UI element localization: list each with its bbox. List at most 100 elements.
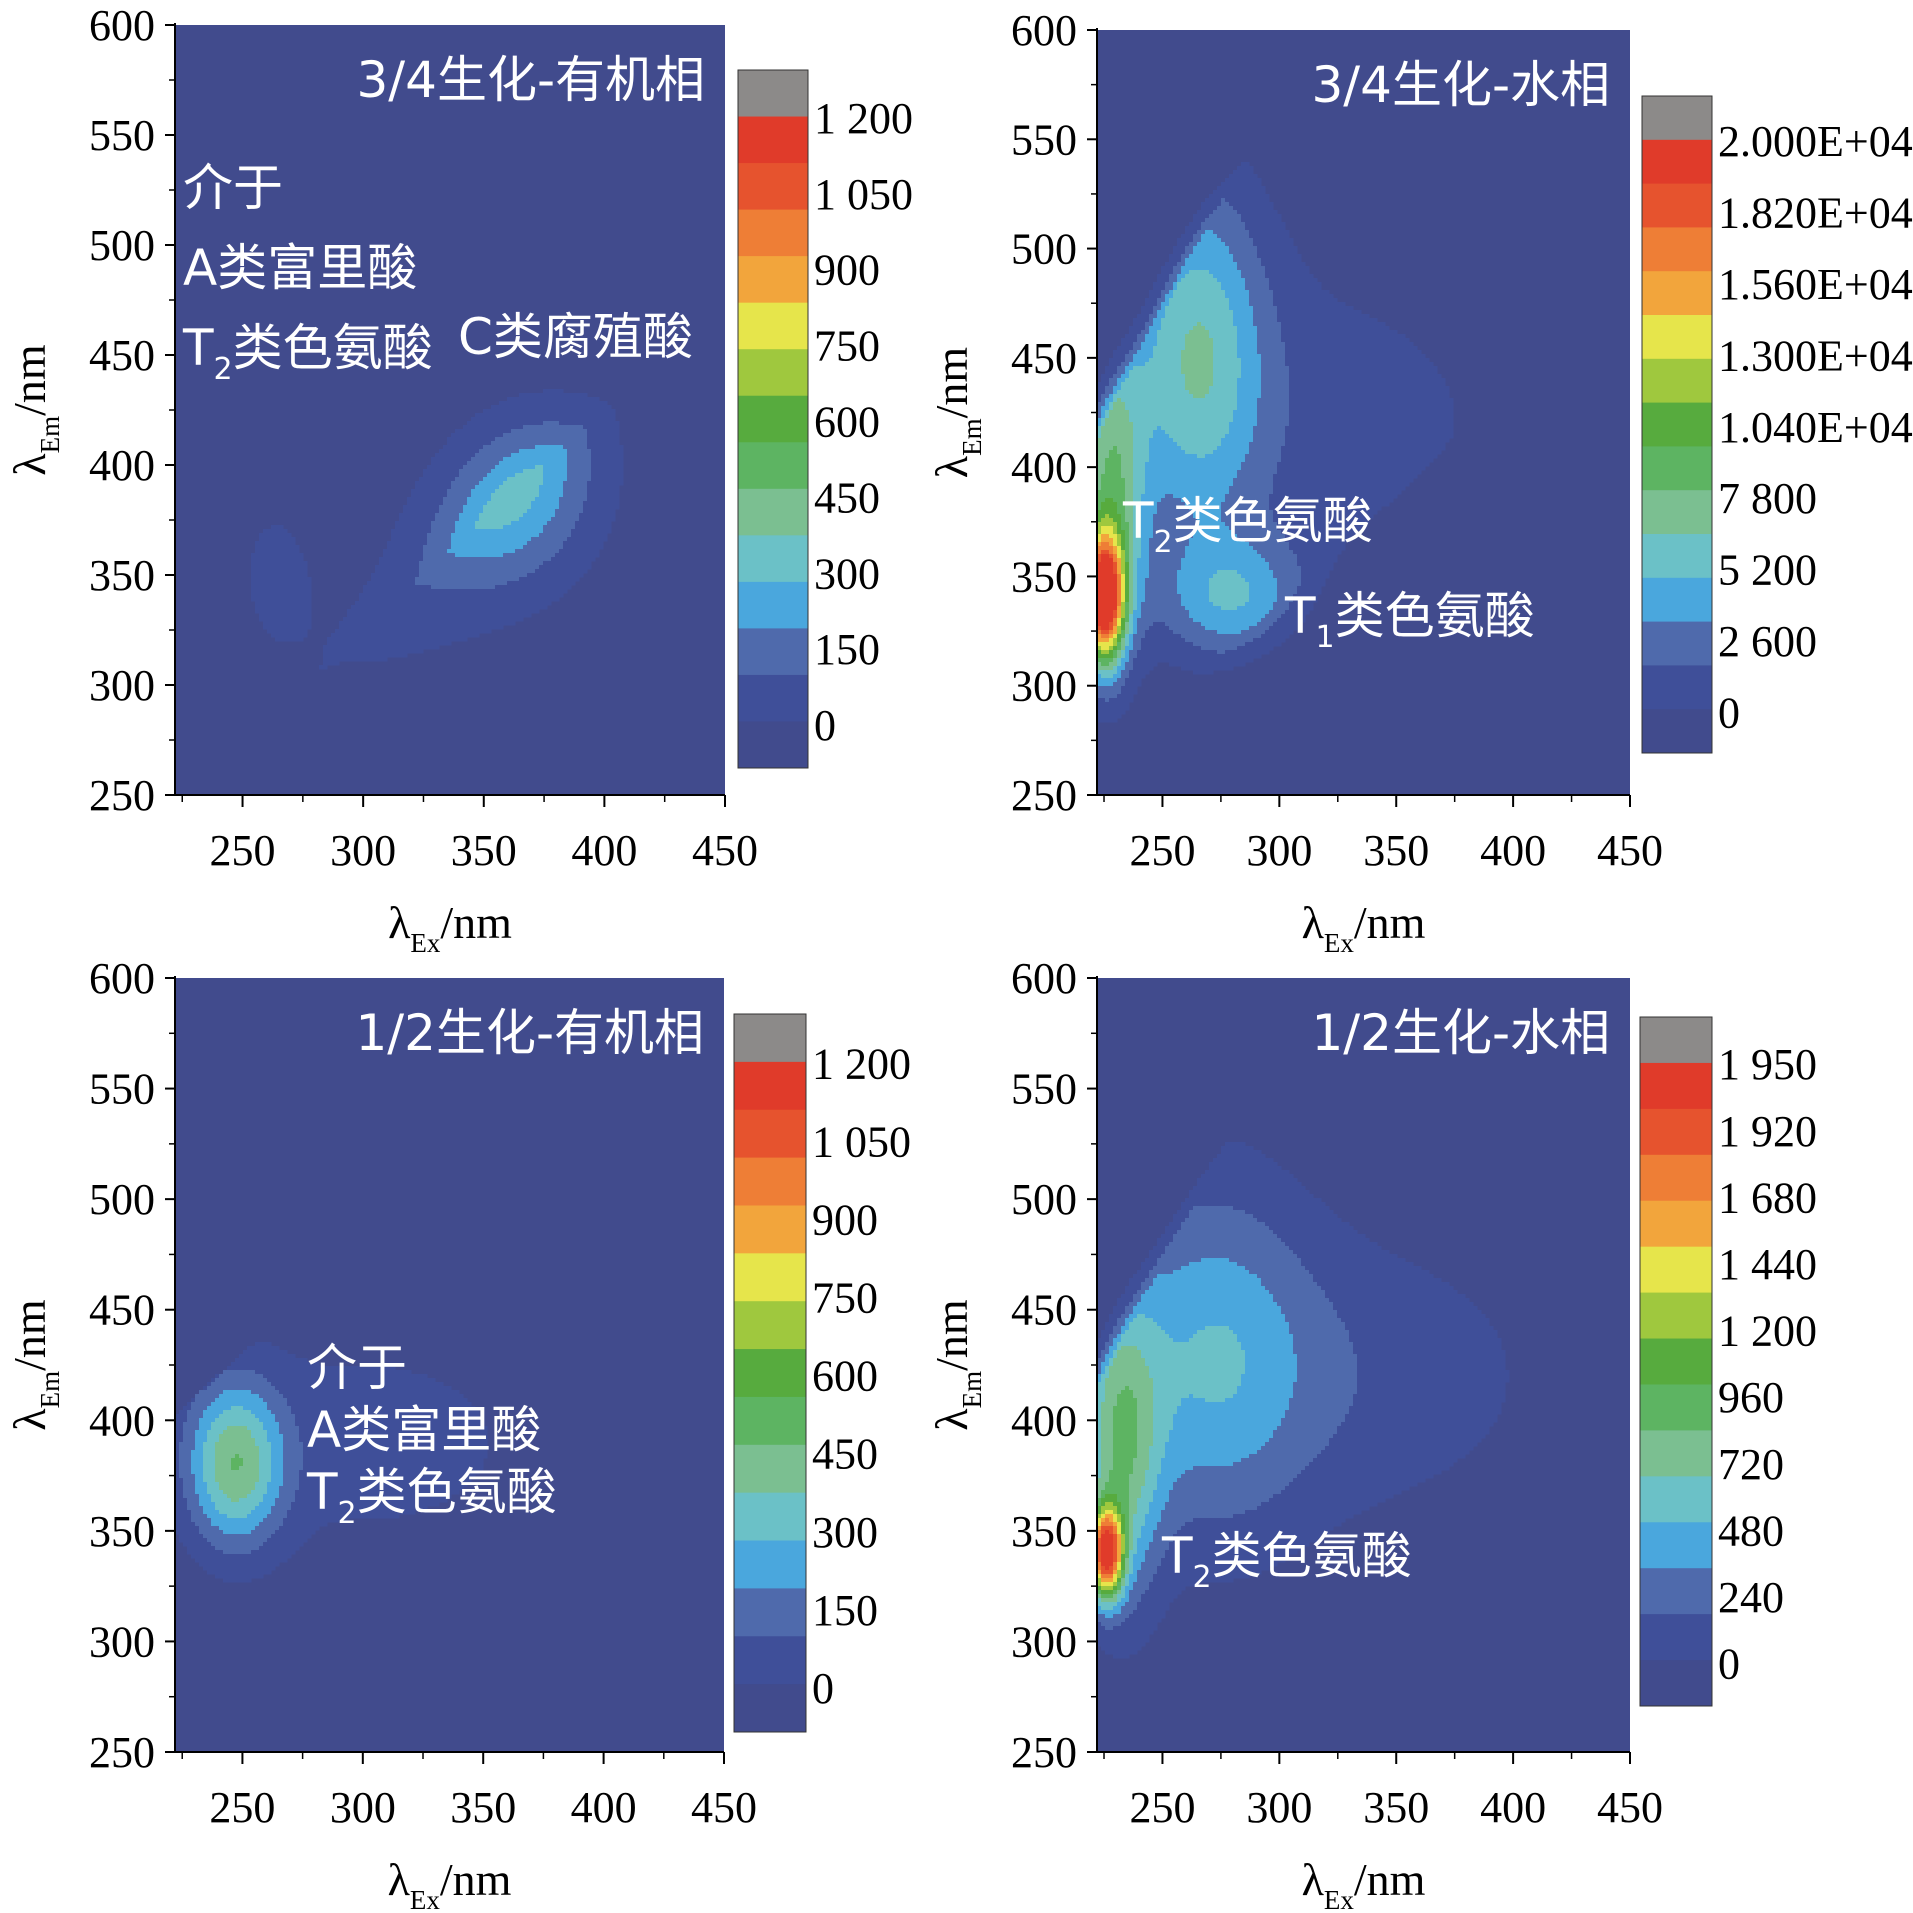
heatmap-cell bbox=[1129, 582, 1134, 587]
heatmap-cell bbox=[471, 561, 476, 566]
heatmap-cell bbox=[479, 593, 484, 598]
heatmap-cell bbox=[455, 525, 460, 530]
heatmap-cell bbox=[367, 633, 372, 638]
heatmap-cell bbox=[1161, 366, 1166, 371]
heatmap-cell bbox=[599, 537, 604, 542]
heatmap-cell bbox=[431, 545, 436, 550]
heatmap-cell bbox=[463, 537, 468, 542]
heatmap-cell bbox=[611, 425, 616, 430]
heatmap-cell bbox=[583, 501, 588, 506]
heatmap-cell bbox=[1101, 554, 1106, 559]
heatmap-cell bbox=[383, 597, 388, 602]
heatmap-cell bbox=[327, 645, 332, 650]
heatmap-cell bbox=[495, 581, 500, 586]
heatmap-cell bbox=[539, 537, 544, 542]
heatmap-cell bbox=[459, 561, 464, 566]
heatmap-cell bbox=[1137, 370, 1142, 375]
heatmap-cell bbox=[607, 409, 612, 414]
heatmap-cell bbox=[431, 569, 436, 574]
heatmap-cell bbox=[487, 509, 492, 514]
heatmap-cell bbox=[567, 505, 572, 510]
heatmap-cell bbox=[443, 569, 448, 574]
heatmap-cell bbox=[1157, 506, 1162, 511]
heatmap-cell bbox=[287, 617, 292, 622]
heatmap-cell bbox=[411, 517, 416, 522]
heatmap-cell bbox=[411, 533, 416, 538]
heatmap-cell bbox=[551, 501, 556, 506]
heatmap-cell bbox=[495, 549, 500, 554]
heatmap-cell bbox=[599, 501, 604, 506]
heatmap-cell bbox=[275, 601, 280, 606]
heatmap-cell bbox=[271, 569, 276, 574]
heatmap-cell bbox=[559, 585, 564, 590]
heatmap-cell bbox=[379, 649, 384, 654]
heatmap-cell bbox=[579, 489, 584, 494]
heatmap-cell bbox=[1153, 566, 1158, 571]
heatmap-cell bbox=[1105, 534, 1110, 539]
heatmap-cell bbox=[1109, 446, 1114, 451]
heatmap-cell bbox=[1137, 498, 1142, 503]
heatmap-cell bbox=[407, 645, 412, 650]
heatmap-cell bbox=[263, 561, 268, 566]
heatmap-cell bbox=[347, 617, 352, 622]
heatmap-cell bbox=[1113, 718, 1118, 723]
heatmap-cell bbox=[427, 521, 432, 526]
heatmap-cell bbox=[479, 457, 484, 462]
heatmap-cell bbox=[499, 557, 504, 562]
plot-area bbox=[175, 25, 725, 795]
heatmap-cell bbox=[519, 421, 524, 426]
heatmap-cell bbox=[419, 589, 424, 594]
heatmap-cell bbox=[519, 541, 524, 546]
heatmap-cell bbox=[1149, 314, 1154, 319]
heatmap-cell bbox=[479, 481, 484, 486]
heatmap-cell bbox=[1133, 674, 1138, 679]
heatmap-cell bbox=[1153, 570, 1158, 575]
heatmap-cell bbox=[463, 569, 468, 574]
heatmap-cell bbox=[1129, 374, 1134, 379]
heatmap-cell bbox=[451, 633, 456, 638]
heatmap-cell bbox=[1117, 478, 1122, 483]
heatmap-cell bbox=[543, 601, 548, 606]
heatmap-cell bbox=[431, 513, 436, 518]
heatmap-cell bbox=[1109, 690, 1114, 695]
heatmap-cell bbox=[495, 409, 500, 414]
heatmap-cell bbox=[1157, 318, 1162, 323]
heatmap-cell bbox=[447, 493, 452, 498]
heatmap-cell bbox=[275, 577, 280, 582]
heatmap-cell bbox=[1125, 538, 1130, 543]
heatmap-cell bbox=[1109, 698, 1114, 703]
heatmap-cell bbox=[259, 613, 264, 618]
heatmap-cell bbox=[407, 641, 412, 646]
heatmap-cell bbox=[467, 457, 472, 462]
heatmap-cell bbox=[559, 401, 564, 406]
heatmap-cell bbox=[435, 529, 440, 534]
heatmap-cell bbox=[379, 589, 384, 594]
heatmap-cell bbox=[271, 613, 276, 618]
heatmap-cell bbox=[1161, 462, 1166, 467]
heatmap-cell bbox=[571, 413, 576, 418]
heatmap-cell bbox=[515, 413, 520, 418]
heatmap-cell bbox=[1129, 378, 1134, 383]
heatmap-cell bbox=[383, 585, 388, 590]
heatmap-cell bbox=[1117, 410, 1122, 415]
heatmap-cell bbox=[1145, 594, 1150, 599]
heatmap-cell bbox=[1141, 378, 1146, 383]
heatmap-cell bbox=[455, 461, 460, 466]
heatmap-cell bbox=[607, 425, 612, 430]
heatmap-cell bbox=[379, 613, 384, 618]
heatmap-cell bbox=[475, 461, 480, 466]
heatmap-cell bbox=[555, 393, 560, 398]
heatmap-cell bbox=[1109, 554, 1114, 559]
heatmap-cell bbox=[1117, 354, 1122, 359]
heatmap-cell bbox=[447, 537, 452, 542]
heatmap-cell bbox=[271, 553, 276, 558]
heatmap-cell bbox=[515, 565, 520, 570]
heatmap-cell bbox=[455, 473, 460, 478]
heatmap-cell bbox=[1117, 346, 1122, 351]
heatmap-cell bbox=[567, 537, 572, 542]
heatmap-cell bbox=[439, 497, 444, 502]
heatmap-cell bbox=[271, 529, 276, 534]
heatmap-cell bbox=[471, 509, 476, 514]
heatmap-cell bbox=[287, 565, 292, 570]
heatmap-cell bbox=[1113, 610, 1118, 615]
